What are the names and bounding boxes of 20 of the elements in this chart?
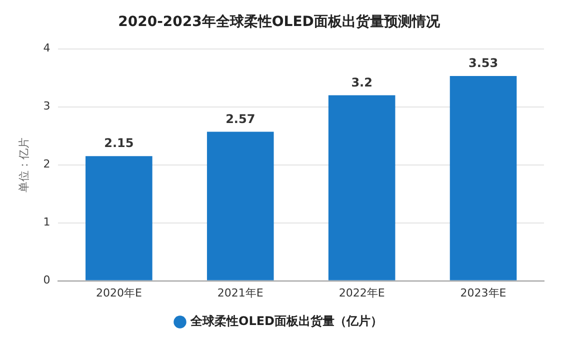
y-tick-label: 1 <box>43 216 50 229</box>
y-tick-label: 0 <box>43 274 50 287</box>
x-tick-label: 2020年E <box>96 286 142 300</box>
x-tick-label: 2021年E <box>217 286 264 300</box>
data-label: 3.53 <box>468 56 498 70</box>
y-tick-label: 3 <box>43 100 50 113</box>
bar <box>450 76 517 280</box>
y-tick-label: 4 <box>43 42 50 55</box>
chart-title: 2020-2023年全球柔性OLED面板出货量预测情况 <box>118 14 441 30</box>
data-label: 3.2 <box>351 75 372 90</box>
legend-label: 全球柔性OLED面板出货量（亿片） <box>189 314 383 328</box>
y-axis-title: 单位：亿片 <box>17 137 30 192</box>
bar <box>328 95 396 280</box>
data-label: 2.15 <box>104 136 134 150</box>
x-tick-label: 2023年E <box>460 286 506 300</box>
bar <box>86 156 152 280</box>
bar <box>206 132 274 280</box>
x-tick-label: 2022年E <box>338 286 385 300</box>
data-label: 2.57 <box>226 112 256 126</box>
y-tick-label: 2 <box>43 158 50 171</box>
